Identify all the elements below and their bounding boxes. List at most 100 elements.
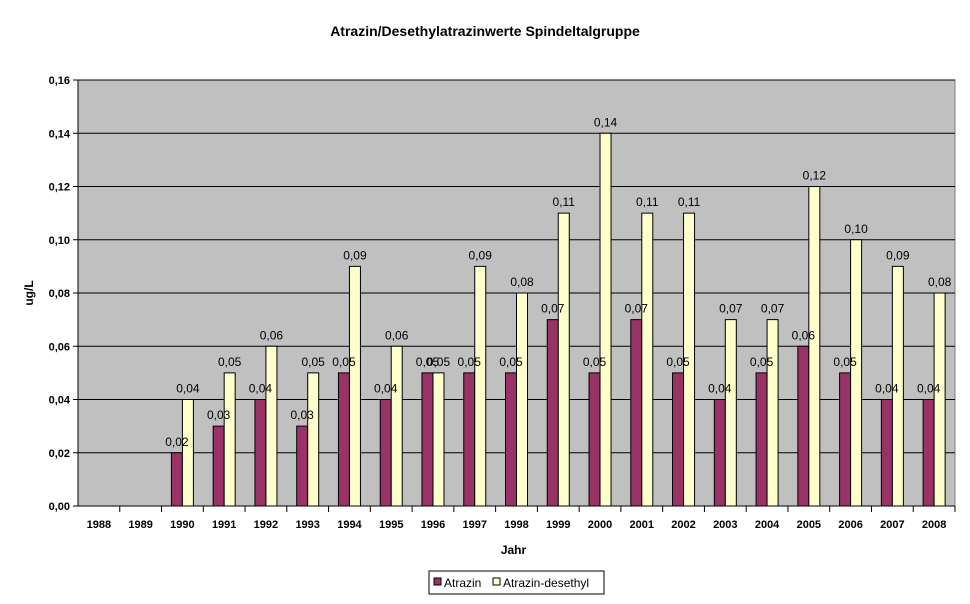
- y-tick-label: 0,10: [49, 235, 70, 247]
- data-label: 0,07: [625, 302, 649, 316]
- data-label: 0,05: [427, 355, 451, 369]
- bar-atrazin: [588, 372, 601, 507]
- data-label: 0,02: [165, 435, 189, 449]
- bar-atrazin: [212, 425, 225, 507]
- bar-atrazin: [922, 399, 935, 507]
- x-tick-label: 2002: [671, 519, 695, 531]
- x-tick-label: 2006: [838, 519, 862, 531]
- bar-atrazin: [505, 372, 517, 507]
- x-tick-label: 2008: [922, 519, 946, 531]
- bar-atrazin: [797, 345, 810, 507]
- data-label: 0,11: [678, 195, 701, 209]
- y-tick-label: 0,02: [49, 448, 70, 460]
- bar-atrazin: [546, 319, 559, 507]
- data-label: 0,11: [636, 195, 659, 209]
- bar-atrazin-desethyl: [348, 265, 361, 507]
- bar-atrazin-desethyl: [766, 319, 779, 507]
- x-tick-label: 1999: [546, 519, 570, 531]
- bar-atrazin: [254, 399, 267, 507]
- y-tick-label: 0,08: [49, 288, 70, 300]
- data-label: 0,03: [207, 408, 231, 422]
- bar-atrazin-desethyl: [432, 372, 445, 507]
- data-label: 0,07: [541, 302, 565, 316]
- axes: 0,00 0,02 0,04 0,06 0,08 0,10 0,12 0,14 0,16 1988…: [49, 75, 956, 531]
- legend-swatch-atrazin: [433, 577, 442, 586]
- data-label: 0,05: [302, 355, 326, 369]
- bar-atrazin-desethyl: [181, 399, 194, 507]
- data-label: 0,04: [708, 382, 732, 396]
- x-tick-label: 1994: [337, 519, 362, 531]
- x-tick-label: 1991: [212, 519, 236, 531]
- data-label: 0,04: [374, 382, 398, 396]
- x-tick-label: 2003: [713, 519, 737, 531]
- bar-atrazin: [839, 372, 852, 507]
- legend-label-atrazin-desethyl: Atrazin-desethyl: [503, 576, 589, 590]
- y-tick-label: 0,00: [49, 501, 70, 513]
- legend-label-atrazin: Atrazin: [444, 576, 481, 590]
- y-tick-label: 0,16: [49, 75, 70, 87]
- bar-atrazin: [337, 372, 350, 507]
- bar-atrazin: [379, 399, 392, 507]
- bar-atrazin: [170, 452, 183, 507]
- bar-atrazin-desethyl: [724, 319, 737, 507]
- data-label: 0,05: [666, 355, 690, 369]
- data-label: 0,08: [510, 275, 534, 289]
- data-label: 0,09: [469, 248, 493, 262]
- x-axis-title: Jahr: [501, 543, 527, 557]
- bar-atrazin: [463, 372, 476, 507]
- data-label: 0,12: [803, 169, 827, 183]
- bar-atrazin: [880, 399, 893, 507]
- data-label: 0,07: [761, 302, 785, 316]
- bar-atrazin-desethyl: [265, 345, 278, 507]
- data-label: 0,06: [260, 328, 284, 342]
- y-axis-title: ug/L: [22, 280, 36, 305]
- data-label: 0,05: [332, 355, 356, 369]
- data-label: 0,09: [343, 248, 367, 262]
- bar-atrazin-desethyl: [933, 292, 946, 507]
- y-tick-label: 0,06: [49, 341, 70, 353]
- data-label: 0,04: [917, 382, 941, 396]
- x-tick-label: 1993: [295, 519, 319, 531]
- bar-atrazin: [713, 399, 726, 507]
- legend-box: [428, 570, 605, 595]
- bar-atrazin-desethyl: [390, 345, 403, 507]
- x-tick-label: 1989: [128, 519, 152, 531]
- bar-atrazin: [755, 372, 768, 507]
- x-tick-label: 1995: [379, 519, 403, 531]
- bar-atrazin: [630, 319, 643, 507]
- data-label: 0,07: [719, 302, 743, 316]
- data-label: 0,06: [792, 328, 816, 342]
- bar-atrazin-desethyl: [641, 212, 654, 507]
- bar-atrazin-desethyl: [474, 265, 487, 507]
- bar-atrazin-desethyl: [557, 212, 570, 507]
- data-label: 0,11: [553, 195, 576, 209]
- data-label: 0,05: [458, 355, 482, 369]
- bar-atrazin: [296, 425, 309, 507]
- bar-atrazin: [421, 372, 434, 507]
- legend-swatch-atrazin-desethyl: [492, 577, 501, 586]
- data-label: 0,05: [583, 355, 607, 369]
- bars: [170, 132, 946, 507]
- y-tick-label: 0,14: [49, 128, 71, 140]
- x-tick-label: 1992: [254, 519, 278, 531]
- bar-atrazin-desethyl: [808, 186, 821, 507]
- x-tick-label: 1998: [504, 519, 528, 531]
- data-label: 0,05: [218, 355, 242, 369]
- x-tick-label: 2004: [755, 519, 780, 531]
- data-label: 0,09: [886, 248, 910, 262]
- data-label: 0,04: [176, 382, 200, 396]
- data-label: 0,08: [928, 275, 952, 289]
- chart-title: Atrazin/Desethylatrazinwerte Spindeltalg…: [330, 23, 640, 39]
- x-tick-label: 1997: [462, 519, 486, 531]
- data-label: 0,06: [385, 328, 409, 342]
- data-labels: 0,020,040,030,050,040,060,030,05 0,050,09…: [165, 115, 951, 449]
- bar-atrazin: [672, 372, 685, 507]
- bar-atrazin-desethyl: [516, 292, 528, 507]
- legend: Atrazin Atrazin-desethyl: [428, 570, 605, 595]
- bar-atrazin-desethyl: [599, 132, 612, 507]
- data-label: 0,14: [594, 115, 618, 129]
- x-tick-label: 1988: [87, 519, 111, 531]
- y-tick-label: 0,04: [49, 395, 71, 407]
- bar-atrazin-desethyl: [850, 239, 863, 507]
